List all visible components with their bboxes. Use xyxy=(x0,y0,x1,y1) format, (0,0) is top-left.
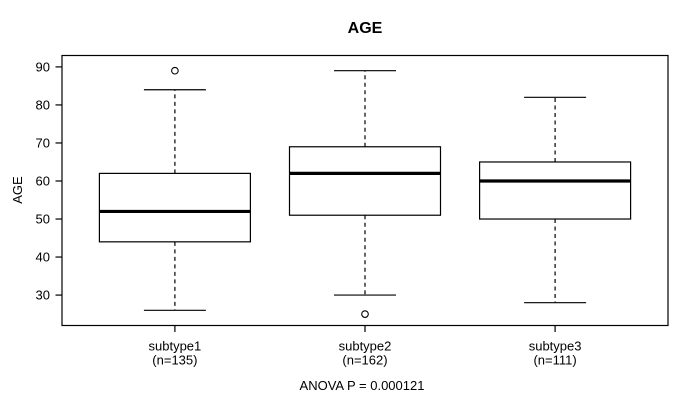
x-category-sublabel: (n=162) xyxy=(342,353,387,368)
x-category-sublabel: (n=135) xyxy=(152,353,197,368)
iqr-box xyxy=(288,146,442,216)
chart-title: AGE xyxy=(348,20,383,37)
y-axis-label: AGE xyxy=(10,176,25,204)
x-category-label: subtype2 xyxy=(339,339,392,354)
y-tick-label: 50 xyxy=(36,212,50,227)
y-tick-label: 90 xyxy=(36,59,50,74)
x-category-label: subtype3 xyxy=(529,339,582,354)
anova-caption: ANOVA P = 0.000121 xyxy=(300,378,425,393)
outlier-point xyxy=(361,310,369,318)
y-tick-label: 70 xyxy=(36,135,50,150)
y-tick-label: 60 xyxy=(36,173,50,188)
y-tick-label: 40 xyxy=(36,250,50,265)
iqr-box xyxy=(98,172,251,243)
outlier-point xyxy=(171,66,179,75)
plot-area: 30405060708090subtype1(n=135)subtype2(n=… xyxy=(36,59,632,368)
x-category-sublabel: (n=111) xyxy=(533,353,576,368)
x-category-label: subtype1 xyxy=(149,339,202,354)
y-tick-label: 80 xyxy=(36,97,50,112)
iqr-box xyxy=(479,161,632,220)
y-tick-label: 30 xyxy=(36,288,50,303)
